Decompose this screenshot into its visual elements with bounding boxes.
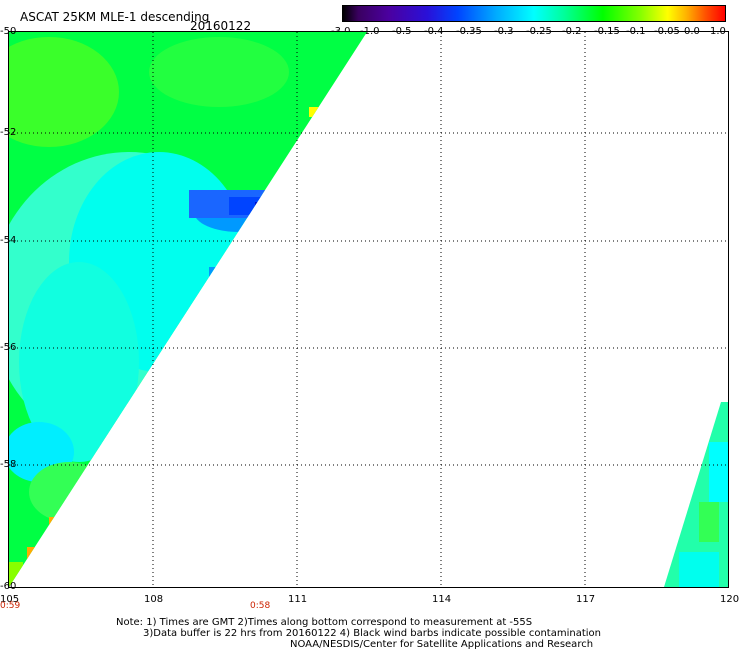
lat-label: -60 bbox=[0, 581, 17, 592]
lat-label: -50 bbox=[0, 26, 17, 37]
lon-label: 111 bbox=[288, 594, 308, 605]
color-scale-bar bbox=[342, 5, 726, 22]
map-frame bbox=[8, 31, 729, 588]
map-date: 20160122 bbox=[190, 19, 252, 33]
map-title: ASCAT 25KM MLE-1 descending bbox=[20, 10, 210, 24]
lon-label: 108 bbox=[144, 594, 164, 605]
time-label: 0:58 bbox=[250, 601, 271, 611]
note-line-2: 3)Data buffer is 22 hrs from 20160122 4)… bbox=[143, 628, 601, 639]
lat-label: -58 bbox=[0, 459, 17, 470]
time-label: 0:59 bbox=[0, 601, 21, 611]
lon-label: 114 bbox=[432, 594, 452, 605]
lat-label: -56 bbox=[0, 342, 17, 353]
lat-label: -54 bbox=[0, 235, 17, 246]
note-line-1: Note: 1) Times are GMT 2)Times along bot… bbox=[116, 617, 533, 628]
lon-label: 117 bbox=[576, 594, 596, 605]
graticule bbox=[9, 32, 728, 587]
lon-label: 120 bbox=[720, 594, 740, 605]
west-swath bbox=[9, 32, 367, 587]
east-swath bbox=[664, 402, 728, 587]
lon-label: 105 bbox=[0, 594, 20, 605]
note-line-3: NOAA/NESDIS/Center for Satellite Applica… bbox=[290, 639, 594, 650]
lat-label: -52 bbox=[0, 127, 17, 138]
swath-map bbox=[9, 32, 728, 587]
